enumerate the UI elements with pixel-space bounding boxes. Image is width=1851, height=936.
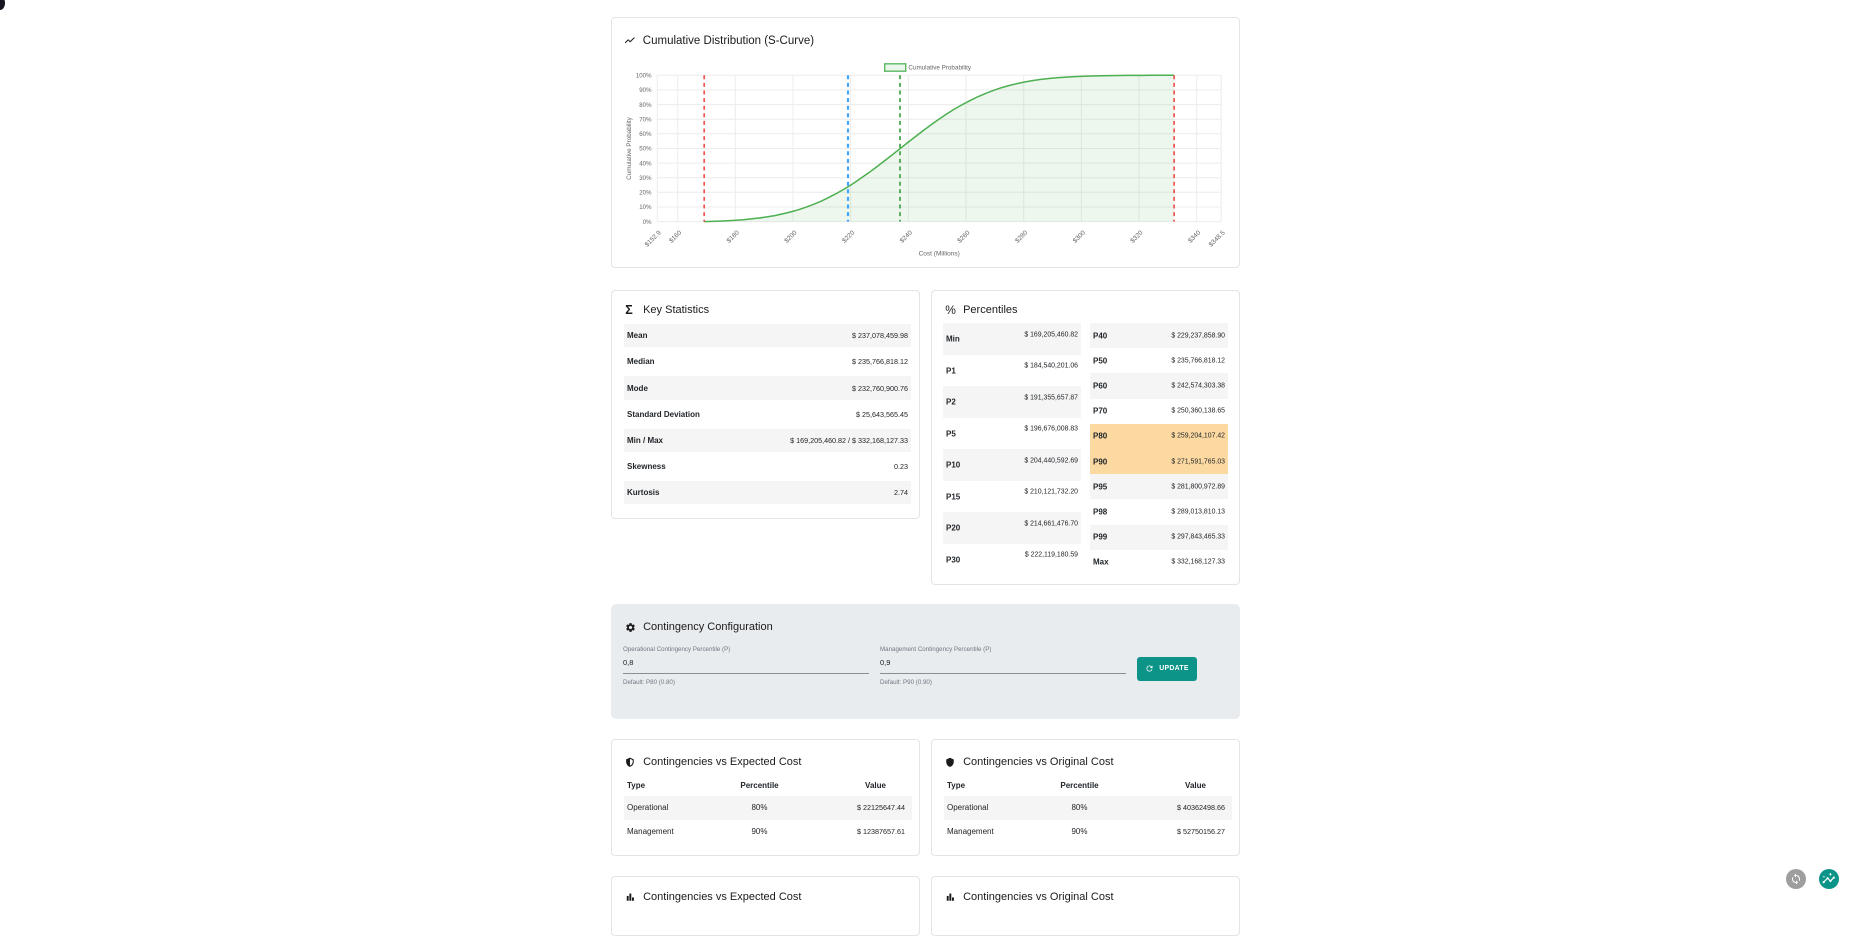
svg-text:$300: $300 [1072, 229, 1087, 244]
svg-text:100%: 100% [636, 73, 652, 80]
svg-text:$220: $220 [841, 229, 856, 244]
svg-text:$280: $280 [1014, 229, 1029, 244]
svg-text:$260: $260 [956, 229, 971, 244]
svg-text:70%: 70% [639, 116, 652, 123]
svg-text:10%: 10% [639, 204, 652, 211]
svg-text:90%: 90% [639, 87, 652, 94]
svg-text:40%: 40% [639, 160, 652, 167]
svg-text:$152.9: $152.9 [644, 229, 663, 248]
svg-text:$240: $240 [899, 229, 914, 244]
svg-text:Cumulative Probability: Cumulative Probability [626, 116, 633, 179]
svg-text:50%: 50% [639, 146, 652, 153]
svg-text:Cumulative Probability: Cumulative Probability [908, 65, 971, 72]
svg-text:30%: 30% [639, 175, 652, 182]
svg-text:20%: 20% [639, 190, 652, 197]
svg-text:$180: $180 [726, 229, 741, 244]
svg-text:$340: $340 [1187, 229, 1202, 244]
svg-text:60%: 60% [639, 131, 652, 138]
svg-text:$200: $200 [783, 229, 798, 244]
svg-text:$160: $160 [668, 229, 683, 244]
svg-text:$320: $320 [1129, 229, 1144, 244]
svg-text:Cost (Millions): Cost (Millions) [919, 251, 960, 258]
svg-text:$348.5: $348.5 [1208, 229, 1227, 248]
svg-text:0%: 0% [643, 219, 652, 226]
svg-text:80%: 80% [639, 102, 652, 109]
